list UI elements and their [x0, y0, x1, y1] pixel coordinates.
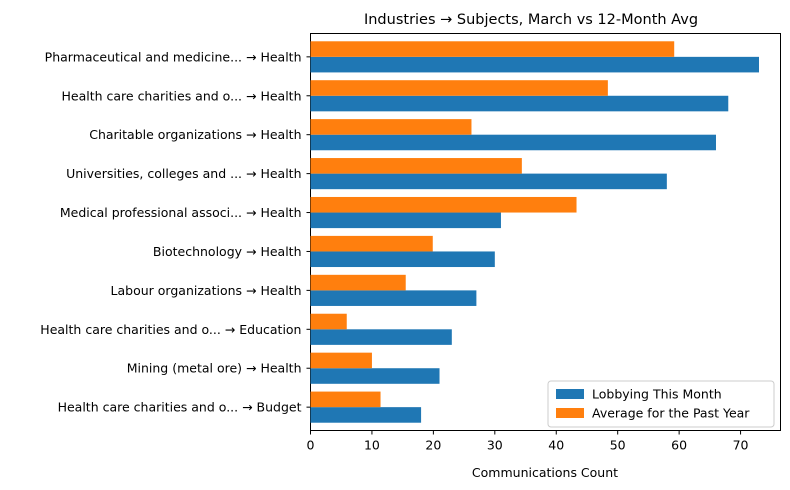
legend-frame — [547, 380, 775, 428]
bars-layer — [310, 41, 759, 423]
chart-title: Industries → Subjects, March vs 12-Month… — [364, 12, 698, 28]
y-tick-label: Charitable organizations → Health — [89, 127, 301, 142]
bar-this-month-1 — [310, 95, 729, 112]
bar-this-month-2 — [310, 134, 716, 151]
legend-label: Average for the Past Year — [592, 406, 750, 421]
bar-past-year-avg-3 — [310, 158, 522, 174]
legend-label: Lobbying This Month — [592, 387, 722, 402]
bar-past-year-avg-5 — [310, 235, 433, 252]
bar-past-year-avg-6 — [310, 274, 406, 291]
y-tick-label: Health care charities and o... → Educati… — [40, 322, 301, 337]
x-tick-label: 0 — [307, 438, 315, 453]
legend-swatch — [556, 408, 584, 418]
x-tick-label: 70 — [733, 438, 749, 453]
y-tick-label: Universities, colleges and ... → Health — [66, 166, 301, 181]
y-tick-label: Labour organizations → Health — [111, 283, 302, 298]
bar-past-year-avg-0 — [310, 41, 675, 57]
bar-this-month-5 — [310, 251, 495, 268]
y-axis-ticks: Pharmaceutical and medicine... → Health H… — [40, 49, 311, 415]
legend: Lobbying This Month Average for the Past … — [547, 380, 775, 428]
bar-past-year-avg-1 — [310, 80, 608, 96]
x-tick-label: 10 — [364, 438, 380, 453]
y-tick-label: Health care charities and o... → Budget — [58, 400, 302, 415]
bar-this-month-8 — [310, 368, 440, 384]
x-tick-label: 20 — [425, 438, 441, 453]
plot-area-frame — [310, 33, 781, 431]
x-tick-label: 30 — [487, 438, 503, 453]
legend-swatch — [556, 389, 584, 399]
y-tick-label: Biotechnology → Health — [153, 244, 302, 259]
bar-past-year-avg-8 — [310, 352, 372, 369]
bar-past-year-avg-2 — [310, 119, 472, 135]
y-tick-label: Pharmaceutical and medicine... → Health — [45, 49, 302, 64]
bar-this-month-0 — [310, 56, 759, 73]
x-tick-label: 60 — [671, 438, 687, 453]
x-axis-ticks: 0 10 20 30 40 50 60 70 — [307, 430, 749, 453]
y-tick-label: Mining (metal ore) → Health — [127, 361, 302, 376]
bar-past-year-avg-7 — [310, 313, 347, 330]
y-tick-label: Health care charities and o... → Health — [61, 88, 301, 103]
x-tick-label: 50 — [610, 438, 626, 453]
bar-past-year-avg-4 — [310, 196, 577, 213]
y-tick-label: Medical professional associ... → Health — [60, 205, 302, 220]
bar-this-month-6 — [310, 290, 477, 306]
x-axis-label: Communications Count — [472, 465, 618, 480]
bar-past-year-avg-9 — [310, 391, 381, 408]
bar-this-month-4 — [310, 212, 501, 229]
x-tick-label: 40 — [548, 438, 564, 453]
bar-this-month-9 — [310, 407, 422, 423]
bar-this-month-3 — [310, 173, 667, 190]
bar-this-month-7 — [310, 329, 452, 345]
